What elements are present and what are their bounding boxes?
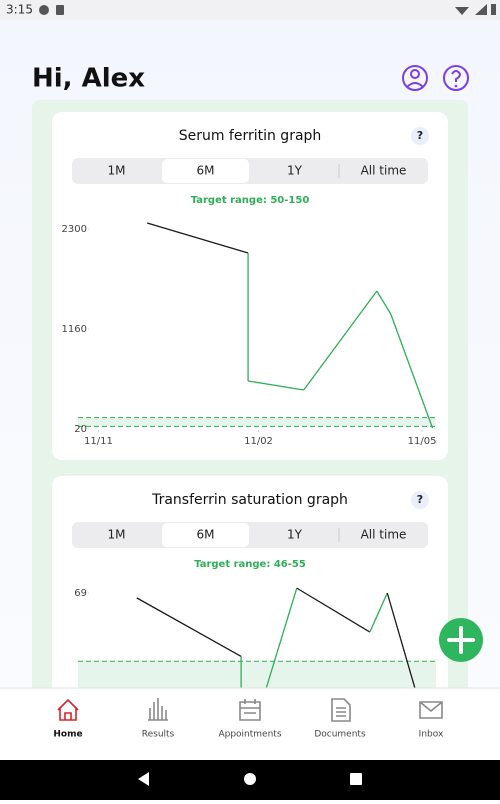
- nav-item[interactable]: Home: [53, 730, 82, 740]
- line-segment: [376, 290, 392, 315]
- line-segment: [265, 587, 298, 688]
- target-label: Target range: 46-55: [194, 559, 306, 570]
- help-button[interactable]: [443, 65, 469, 91]
- help-icon[interactable]: [411, 127, 429, 145]
- x-tick-label: 11/02: [244, 436, 273, 447]
- profile-button[interactable]: [402, 65, 428, 91]
- line-segment: [296, 587, 371, 633]
- y-tick-label: 2300: [62, 224, 87, 235]
- home-button[interactable]: [244, 773, 256, 785]
- x-tick-label: 11/11: [84, 436, 113, 447]
- line-segment: [390, 313, 434, 429]
- plot: [78, 587, 436, 688]
- target-band: [78, 417, 436, 427]
- tab[interactable]: 1M: [108, 164, 126, 178]
- y-tick-label: 69: [74, 588, 87, 599]
- tab[interactable]: 1M: [108, 528, 126, 542]
- plot: [78, 222, 436, 429]
- tab[interactable]: 6M: [197, 164, 215, 178]
- status-icons: [39, 4, 496, 15]
- nav-item[interactable]: Documents: [314, 730, 366, 740]
- status-time: 3:15: [6, 3, 33, 17]
- status-bar: [0, 0, 500, 20]
- chart-title: Serum ferritin graph: [179, 128, 322, 144]
- help-label[interactable]: ?: [417, 129, 423, 142]
- greeting: Hi, Alex: [32, 64, 145, 94]
- bottom-nav: Home Results Appointments Documents Inbox: [0, 687, 500, 760]
- line-segment: [303, 290, 378, 391]
- chart-card: Serum ferritin graph ? 1M 6M 1Y All time Targe…: [52, 112, 448, 460]
- help-icon[interactable]: [411, 491, 429, 509]
- line-segment: [369, 592, 388, 633]
- recents-button[interactable]: [350, 773, 362, 785]
- target-band: [78, 661, 436, 688]
- line-segment: [136, 597, 242, 657]
- tab[interactable]: All time: [361, 164, 407, 178]
- nav-bg: [0, 688, 500, 760]
- line-segment: [386, 592, 416, 688]
- target-label: Target range: 50-150: [191, 195, 310, 206]
- tab[interactable]: 1Y: [287, 528, 303, 542]
- chart-title: Transferrin saturation graph: [151, 492, 348, 508]
- nav-item[interactable]: Inbox: [419, 730, 444, 740]
- tab[interactable]: 6M: [197, 528, 215, 542]
- x-tick-label: 11/05: [408, 436, 437, 447]
- line-segment: [247, 380, 304, 391]
- charts: Serum ferritin graph ? 1M 6M 1Y All time Targe…: [52, 112, 448, 760]
- tab-selected: [162, 159, 249, 183]
- nav-item[interactable]: Appointments: [218, 730, 281, 740]
- back-button[interactable]: [138, 772, 149, 786]
- tab[interactable]: 1Y: [287, 164, 303, 178]
- nav-item[interactable]: Results: [142, 730, 175, 740]
- nav-icons: [57, 698, 443, 722]
- help-label[interactable]: ?: [417, 493, 423, 506]
- tab[interactable]: All time: [361, 528, 407, 542]
- y-tick-label: 20: [74, 424, 87, 435]
- card-bg: [52, 112, 448, 460]
- y-tick-label: 1160: [62, 324, 87, 335]
- add-button[interactable]: [439, 618, 483, 662]
- line-segment: [146, 222, 249, 254]
- tab-selected: [162, 523, 249, 547]
